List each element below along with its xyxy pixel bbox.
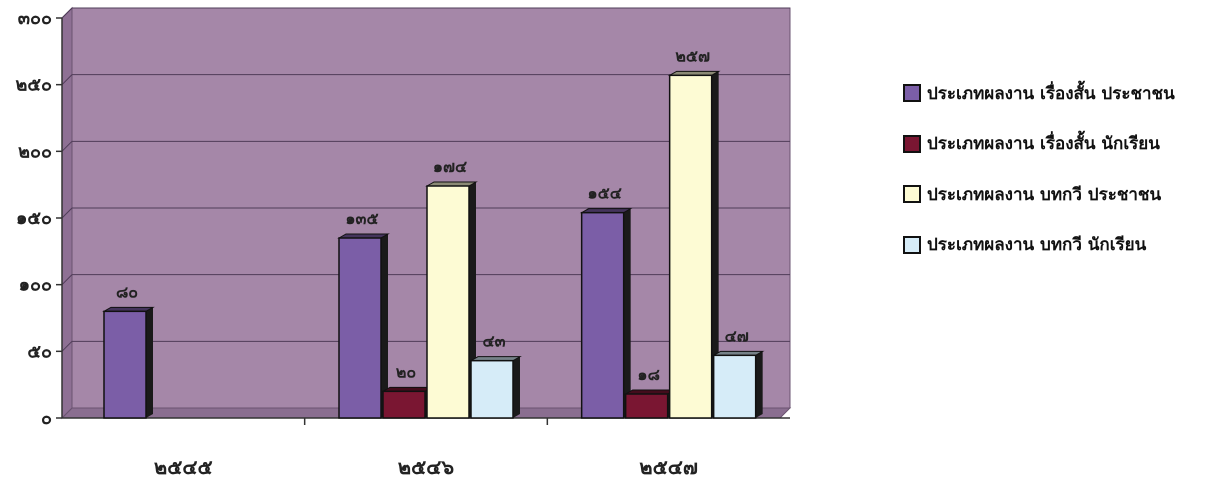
legend-swatch bbox=[903, 185, 921, 203]
legend-item: ประเภทผลงาน เรื่องสั้น นักเรียน bbox=[903, 129, 1223, 159]
legend-swatch bbox=[903, 84, 921, 102]
bar bbox=[426, 185, 470, 419]
bar bbox=[103, 310, 147, 419]
x-category-label: ๒๕๔๖ bbox=[398, 455, 454, 479]
gridline bbox=[61, 274, 790, 286]
y-tick-label: ๒๕๐ bbox=[16, 75, 52, 96]
legend-swatch bbox=[903, 134, 921, 153]
y-tick-label: ๒๐๐ bbox=[18, 141, 52, 162]
legend-label: ประเภทผลงาน บทกวี ประชาชน bbox=[927, 184, 1162, 205]
bar-side bbox=[711, 71, 719, 418]
bar-side bbox=[146, 307, 153, 418]
data-label: ๘๐ bbox=[116, 282, 138, 301]
data-label: ๑๕๔ bbox=[587, 184, 621, 203]
y-tick-label: ๓๐๐ bbox=[18, 8, 52, 29]
data-label: ๔๓ bbox=[482, 332, 505, 351]
legend-item: ประเภทผลงาน เรื่องสั้น ประชาชน bbox=[903, 78, 1223, 108]
x-category-label: ๒๕๔๕ bbox=[154, 455, 213, 479]
bar bbox=[668, 74, 713, 419]
gridline bbox=[61, 207, 790, 219]
legend: ประเภทผลงาน เรื่องสั้น ประชาชนประเภทผลงา… bbox=[903, 78, 1223, 280]
bar bbox=[382, 390, 426, 419]
data-label: ๔๗ bbox=[725, 326, 749, 345]
gridline bbox=[61, 140, 790, 152]
bar-side bbox=[513, 356, 520, 418]
legend-item: ประเภทผลงาน บทกวี ประชาชน bbox=[903, 179, 1223, 209]
gridline bbox=[61, 340, 790, 352]
legend-label: ประเภทผลงาน บทกวี นักเรียน bbox=[927, 235, 1147, 255]
data-label: ๑๘ bbox=[637, 365, 660, 384]
y-tick-label: ๑๐๐ bbox=[19, 275, 52, 296]
data-label: ๒๕๗ bbox=[675, 46, 710, 65]
bar bbox=[338, 237, 382, 419]
data-label: ๑๗๔ bbox=[433, 157, 467, 176]
bar-side bbox=[623, 208, 631, 418]
y-tick-label: ๕๐ bbox=[27, 341, 52, 362]
bar-side bbox=[381, 234, 388, 418]
bar bbox=[580, 211, 625, 419]
y-tick-label: ๑๕๐ bbox=[16, 208, 52, 229]
bar bbox=[470, 359, 514, 419]
legend-label: ประเภทผลงาน เรื่องสั้น ประชาชน bbox=[927, 83, 1175, 104]
y-tick-label: ๐ bbox=[41, 408, 52, 429]
gridline bbox=[61, 7, 790, 19]
legend-item: ประเภทผลงาน บทกวี นักเรียน bbox=[903, 230, 1223, 260]
x-category-label: ๒๕๔๗ bbox=[639, 455, 698, 479]
gridline bbox=[61, 74, 790, 86]
legend-label: ประเภทผลงาน เรื่องสั้น นักเรียน bbox=[927, 134, 1160, 154]
bar bbox=[712, 354, 757, 419]
bar bbox=[624, 393, 669, 419]
bar-side bbox=[755, 351, 763, 418]
data-label: ๒๐ bbox=[396, 362, 416, 381]
data-label: ๑๓๕ bbox=[345, 209, 378, 228]
legend-swatch bbox=[903, 235, 921, 254]
